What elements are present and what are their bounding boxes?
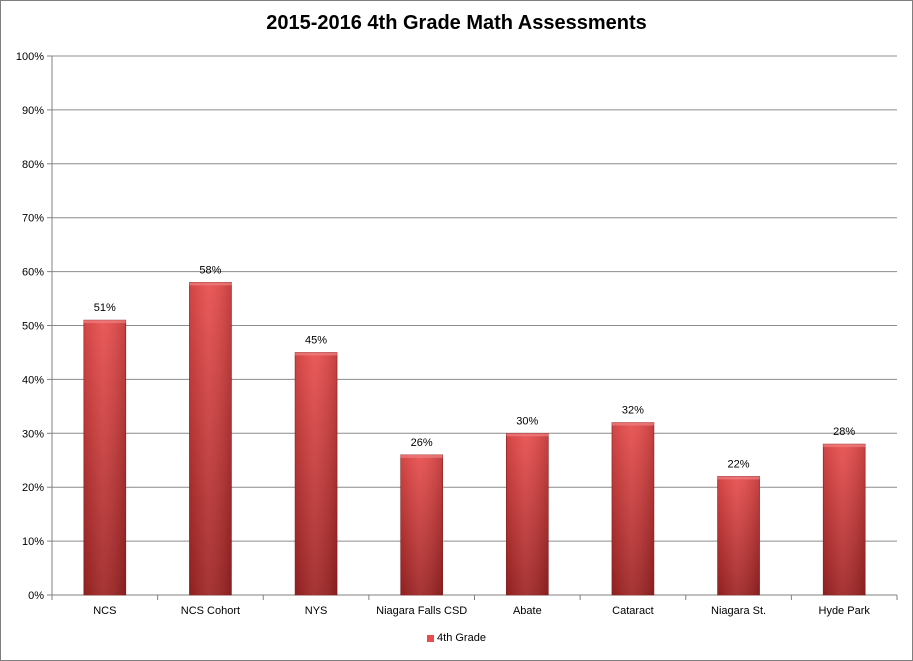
bar-top-highlight bbox=[83, 320, 126, 324]
chart-title: 2015-2016 4th Grade Math Assessments bbox=[266, 12, 647, 34]
x-tick-label: Hyde Park bbox=[819, 605, 871, 617]
y-tick-label: 30% bbox=[22, 428, 44, 440]
bar-shading bbox=[295, 352, 338, 595]
gridlines bbox=[52, 55, 897, 542]
bar-top-highlight bbox=[189, 282, 232, 286]
bar-shading bbox=[717, 476, 760, 595]
legend-label: 4th Grade bbox=[437, 632, 486, 645]
data-label: 28% bbox=[833, 426, 855, 438]
y-tick-label: 70% bbox=[22, 213, 44, 225]
y-tick-label: 40% bbox=[22, 374, 44, 386]
data-label: 58% bbox=[199, 264, 221, 276]
x-tick-label: Abate bbox=[513, 605, 542, 617]
bar-top-highlight bbox=[295, 352, 338, 356]
y-tick-label: 10% bbox=[22, 536, 44, 548]
legend-swatch bbox=[427, 634, 435, 642]
y-tick-label: 50% bbox=[22, 321, 44, 333]
x-tick-label: Niagara Falls CSD bbox=[376, 605, 467, 617]
y-tick-label: 80% bbox=[22, 159, 44, 171]
bar-top-highlight bbox=[717, 476, 760, 480]
x-tick-label: Niagara St. bbox=[711, 605, 766, 617]
data-label: 22% bbox=[728, 458, 750, 470]
bar-shading bbox=[400, 454, 443, 595]
bars bbox=[83, 282, 866, 596]
bar-shading bbox=[823, 444, 866, 595]
x-tick-label: NCS bbox=[93, 605, 116, 617]
x-tick-label: NCS Cohort bbox=[181, 605, 240, 617]
x-tick-label: NYS bbox=[305, 605, 328, 617]
y-tick-label: 20% bbox=[22, 482, 44, 494]
data-label: 30% bbox=[516, 415, 538, 427]
bar-top-highlight bbox=[823, 444, 866, 448]
y-tick-label: 100% bbox=[16, 51, 44, 63]
data-label: 32% bbox=[622, 405, 644, 417]
bar-shading bbox=[611, 422, 654, 595]
data-label: 26% bbox=[411, 437, 433, 449]
bar-top-highlight bbox=[506, 433, 549, 437]
legend: 4th Grade bbox=[0, 632, 913, 644]
data-label: 45% bbox=[305, 334, 327, 346]
bar-top-highlight bbox=[611, 422, 654, 426]
x-tick-label: Cataract bbox=[612, 605, 654, 617]
y-tick-label: 60% bbox=[22, 267, 44, 279]
labels: 0% 10% 20% 30% 40% 50% 60% 70% 80% 90% 100% 51% NCS 5… bbox=[16, 51, 871, 617]
axes bbox=[47, 55, 898, 600]
y-tick-label: 0% bbox=[28, 590, 44, 602]
y-tick-label: 90% bbox=[22, 105, 44, 117]
data-label: 51% bbox=[94, 302, 116, 314]
bar-shading bbox=[83, 320, 126, 595]
bar-top-highlight bbox=[400, 454, 443, 458]
bar-shading bbox=[189, 282, 232, 595]
bar-shading bbox=[506, 433, 549, 595]
